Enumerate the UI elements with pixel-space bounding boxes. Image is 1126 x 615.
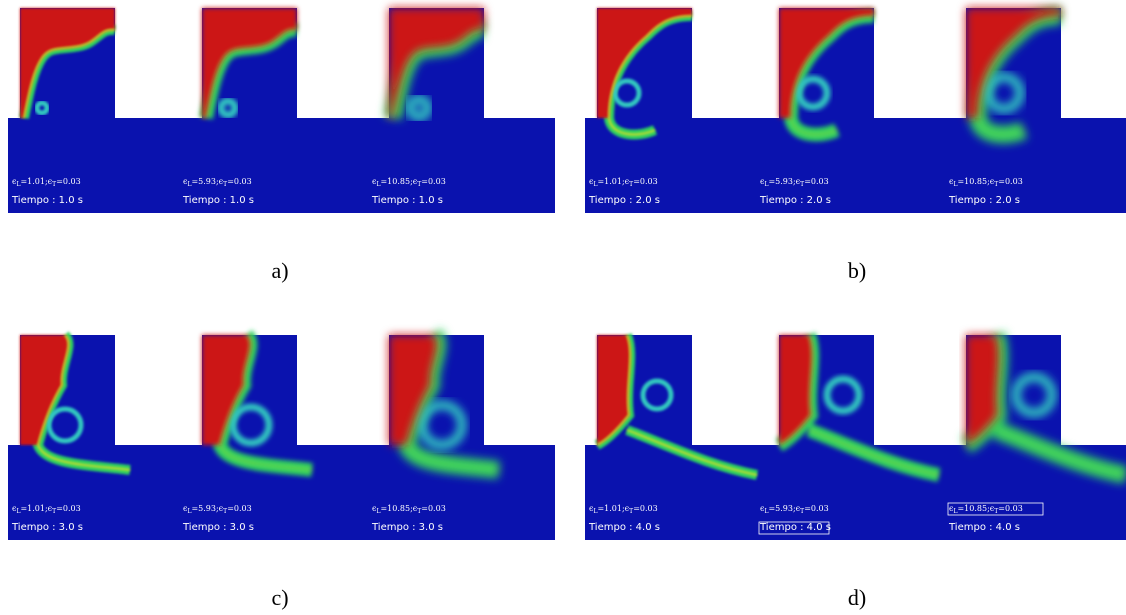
parameter-part: =10.85;ϵ — [380, 504, 417, 513]
time-label: Tiempo : 2.0 s — [759, 195, 831, 206]
panel: ϵL=1.01;ϵT=0.03Tiempo : 4.0 sϵL=5.93;ϵT=… — [585, 335, 1126, 610]
domain-bottom — [8, 118, 555, 213]
time-label: Tiempo : 4.0 s — [588, 522, 660, 533]
parameter-part: =0.03 — [998, 504, 1023, 513]
panel-label: a) — [271, 258, 288, 283]
parameter-part: =1.01;ϵ — [597, 504, 629, 513]
parameter-part: =0.03 — [421, 177, 446, 186]
time-label: Tiempo : 4.0 s — [759, 522, 831, 533]
time-label: Tiempo : 3.0 s — [371, 522, 443, 533]
domain-bottom — [585, 445, 1126, 540]
parameter-part: =0.03 — [56, 504, 81, 513]
parameter-part: =0.03 — [804, 504, 829, 513]
time-label: Tiempo : 4.0 s — [948, 522, 1020, 533]
parameter-part: =5.93;ϵ — [191, 504, 223, 513]
parameter-part: =5.93;ϵ — [768, 504, 800, 513]
parameter-part: =10.85;ϵ — [957, 504, 994, 513]
panel-label: c) — [271, 585, 288, 610]
parameter-part: =0.03 — [421, 504, 446, 513]
panel-label: b) — [848, 258, 866, 283]
parameter-part: =5.93;ϵ — [191, 177, 223, 186]
parameter-part: =10.85;ϵ — [957, 177, 994, 186]
parameter-part: =0.03 — [56, 177, 81, 186]
parameter-part: =1.01;ϵ — [20, 177, 52, 186]
parameter-part: =0.03 — [227, 504, 252, 513]
parameter-part: =1.01;ϵ — [20, 504, 52, 513]
parameter-part: =0.03 — [633, 504, 658, 513]
frame — [389, 8, 484, 118]
parameter-part: =1.01;ϵ — [597, 177, 629, 186]
time-label: Tiempo : 1.0 s — [182, 195, 254, 206]
parameter-part: =0.03 — [633, 177, 658, 186]
frame — [597, 8, 692, 134]
time-label: Tiempo : 1.0 s — [11, 195, 83, 206]
parameter-part: =0.03 — [998, 177, 1023, 186]
panel-label: d) — [848, 585, 866, 610]
time-label: Tiempo : 3.0 s — [11, 522, 83, 533]
panel: ϵL=1.01;ϵT=0.03Tiempo : 2.0 sϵL=5.93;ϵT=… — [585, 8, 1126, 283]
figure: ϵL=1.01;ϵT=0.03Tiempo : 1.0 sϵL=5.93;ϵT=… — [0, 0, 1126, 615]
time-label: Tiempo : 3.0 s — [182, 522, 254, 533]
time-label: Tiempo : 2.0 s — [588, 195, 660, 206]
frame — [966, 8, 1061, 134]
frame — [20, 8, 115, 118]
parameter-part: =0.03 — [804, 177, 829, 186]
time-label: Tiempo : 1.0 s — [371, 195, 443, 206]
frame — [779, 8, 874, 134]
parameter-part: =5.93;ϵ — [768, 177, 800, 186]
parameter-part: =10.85;ϵ — [380, 177, 417, 186]
parameter-part: =0.03 — [227, 177, 252, 186]
time-label: Tiempo : 2.0 s — [948, 195, 1020, 206]
page: ϵL=1.01;ϵT=0.03Tiempo : 1.0 sϵL=5.93;ϵT=… — [0, 0, 1126, 615]
frame — [202, 8, 297, 118]
domain-bottom — [585, 118, 1126, 213]
